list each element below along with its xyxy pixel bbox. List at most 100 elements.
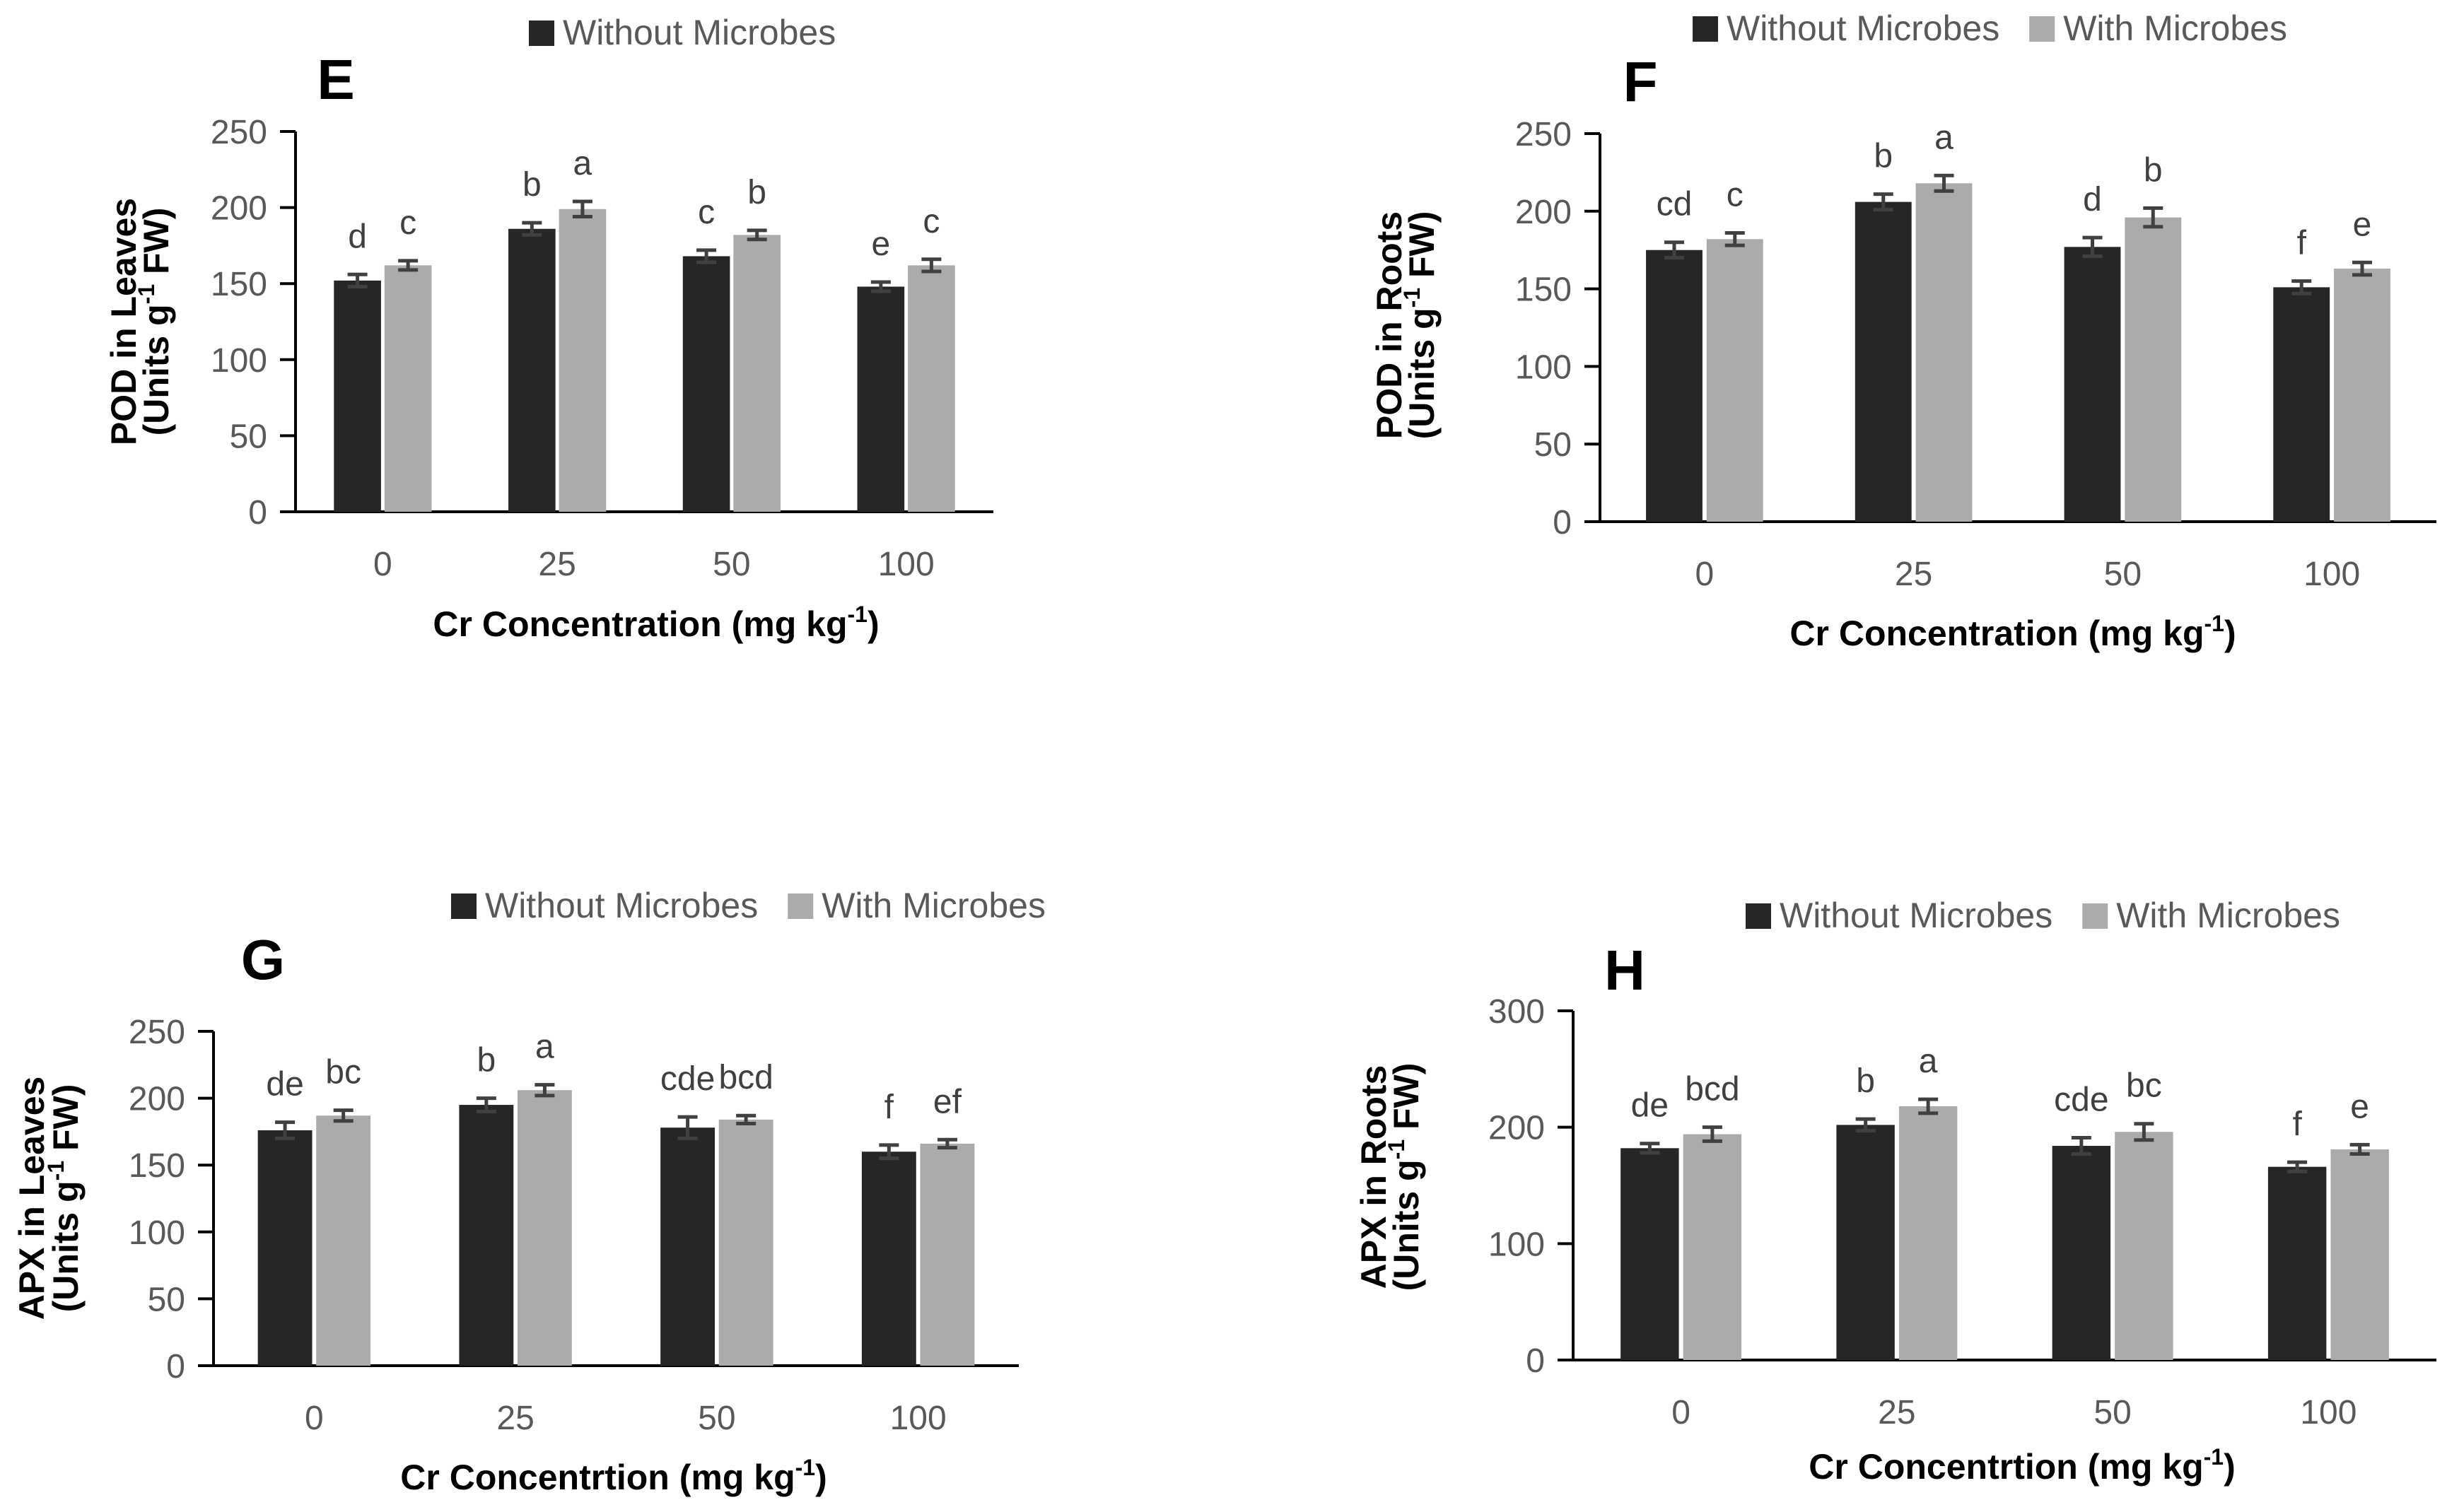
x-axis-title-text: Cr Concentrtion (mg kg — [400, 1458, 795, 1497]
bar — [1836, 1125, 1895, 1360]
bar — [1898, 1106, 1958, 1360]
bar — [508, 228, 556, 512]
y-tick-label: 0 — [1553, 504, 1572, 541]
bar — [660, 1127, 716, 1366]
significance-letter: a — [1919, 1043, 1938, 1080]
bar — [559, 209, 607, 512]
significance-letter: bc — [2126, 1067, 2162, 1105]
significance-letter: cde — [660, 1060, 715, 1098]
y-tick-label: 100 — [1488, 1226, 1545, 1263]
x-tick-label: 25 — [538, 546, 576, 583]
bar — [2125, 217, 2182, 522]
y-axis-title-text: (Units g — [1402, 307, 1442, 439]
bar — [1683, 1134, 1742, 1360]
y-tick-label: 250 — [1515, 116, 1572, 153]
legend: Without Microbes With Microbes — [1746, 896, 2340, 935]
significance-letter: c — [923, 203, 940, 240]
significance-letter: c — [399, 204, 416, 242]
y-tick-label: 100 — [211, 342, 267, 380]
x-axis-title-superscript: -1 — [2204, 611, 2224, 636]
bar — [2052, 1146, 2111, 1360]
panel-letter: F — [1623, 50, 1658, 113]
significance-letter: a — [1934, 119, 1953, 156]
y-tick-label: 200 — [211, 190, 267, 228]
x-axis-title: Cr Concentration (mg kg-1) — [433, 602, 879, 644]
significance-letter: c — [698, 194, 715, 231]
significance-letter: de — [1631, 1087, 1669, 1125]
x-axis-title: Cr Concentrtion (mg kg-1) — [1809, 1444, 2235, 1487]
bar — [2334, 269, 2390, 522]
y-axis-title-text: (Units g — [46, 1180, 86, 1312]
chart-panel-f: Without Microbes With Microbes F 0 50 100 150 2… — [1369, 8, 2436, 653]
significance-letter: bcd — [718, 1059, 773, 1096]
x-axis-title-end: ) — [868, 604, 880, 644]
bar — [682, 256, 730, 512]
y-axis-title-line1: APX in Leaves — [12, 1077, 52, 1320]
x-axis-title: Cr Concentration (mg kg-1) — [1789, 611, 2236, 653]
y-tick-label: 150 — [1515, 271, 1572, 309]
y-tick-label: 200 — [1488, 1110, 1545, 1147]
y-tick-label: 0 — [248, 494, 267, 532]
bar — [920, 1143, 975, 1366]
legend-swatch — [2082, 903, 2108, 929]
y-tick-label: 150 — [129, 1147, 185, 1185]
y-tick-label: 250 — [129, 1014, 185, 1051]
legend: Without Microbes — [529, 13, 836, 52]
y-axis-title-text: (Units g — [1386, 1159, 1426, 1291]
significance-letter: e — [2353, 206, 2372, 243]
y-tick-label: 50 — [230, 418, 267, 455]
y-tick-label: 100 — [129, 1214, 185, 1252]
significance-letter: b — [1874, 138, 1893, 175]
x-axis-title-text: Cr Concentration (mg kg — [1789, 614, 2204, 653]
bar — [517, 1090, 572, 1366]
significance-letter: c — [1727, 177, 1744, 214]
legend-entry: Without Microbes — [485, 886, 758, 925]
y-axis-title-superscript: -1 — [43, 1161, 69, 1180]
panel-letter: H — [1604, 939, 1645, 1002]
x-tick-label: 0 — [305, 1400, 324, 1437]
x-axis-title-superscript: -1 — [2204, 1444, 2224, 1470]
x-axis-title: Cr Concentrtion (mg kg-1) — [400, 1455, 827, 1497]
significance-letter: a — [573, 145, 592, 182]
legend-entry: Without Microbes — [1780, 896, 2052, 935]
bar — [861, 1151, 916, 1366]
x-tick-label: 50 — [698, 1400, 735, 1437]
y-axis-title-end: FW) — [1402, 211, 1442, 288]
bar — [1915, 183, 1973, 522]
legend-entry: With Microbes — [2063, 8, 2287, 48]
x-tick-label: 50 — [713, 546, 750, 583]
significance-letter: b — [522, 166, 542, 204]
y-axis-title-end: FW) — [46, 1084, 86, 1161]
bar — [2330, 1149, 2389, 1360]
y-tick-label: 200 — [1515, 194, 1572, 231]
significance-letter: a — [535, 1028, 554, 1066]
x-tick-label: 25 — [496, 1400, 534, 1437]
bar — [384, 265, 432, 512]
y-axis-title-superscript: -1 — [1399, 288, 1425, 307]
bar — [1646, 250, 1703, 522]
significance-letter: cd — [1657, 186, 1693, 223]
significance-letter: e — [2350, 1088, 2369, 1125]
significance-letter: cde — [2054, 1081, 2108, 1118]
significance-letter: e — [871, 225, 890, 263]
significance-letter: f — [2292, 1106, 2302, 1143]
legend-entry: Without Microbes — [1727, 8, 1999, 48]
x-axis-title-superscript: -1 — [795, 1455, 815, 1480]
y-axis-title-line2: (Units g-1 FW) — [43, 1084, 86, 1313]
x-tick-label: 50 — [2093, 1394, 2131, 1431]
x-tick-label: 100 — [878, 546, 935, 583]
y-axis-title-end: FW) — [1386, 1063, 1426, 1139]
y-axis-title-text: (Units g — [136, 304, 176, 435]
bar — [733, 235, 781, 512]
x-axis-title-superscript: -1 — [848, 602, 868, 627]
y-tick-label: 200 — [129, 1081, 185, 1118]
x-tick-label: 0 — [373, 546, 392, 583]
legend-swatch — [788, 893, 814, 919]
significance-letter: bc — [325, 1054, 361, 1091]
legend-swatch — [1746, 903, 1771, 929]
legend-entry: With Microbes — [2116, 896, 2340, 935]
legend: Without Microbes With Microbes — [451, 886, 1046, 925]
significance-letter: d — [2083, 181, 2102, 218]
bar — [316, 1115, 371, 1366]
